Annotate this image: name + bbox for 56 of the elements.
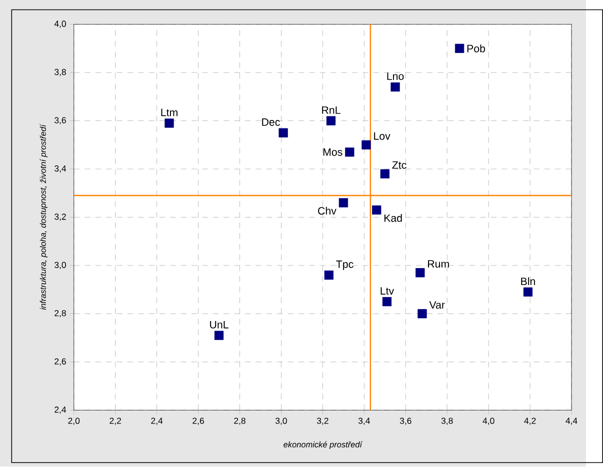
point: [382, 297, 392, 306]
series-label: Ztc: [392, 162, 406, 170]
series-label: Kad: [384, 214, 402, 222]
series-label: Ltv: [380, 287, 394, 295]
x-tick-label: 4,4: [566, 418, 578, 426]
x-tick-label: 3,0: [276, 418, 287, 426]
y-tick-label: 3,0: [54, 262, 66, 270]
point: [362, 140, 371, 150]
point: [338, 198, 348, 208]
y-tick-label: 3,2: [54, 214, 66, 222]
x-tick-label: 2,8: [234, 418, 246, 426]
y-tick-label: 2,8: [54, 310, 66, 318]
series-label: Pob: [467, 44, 486, 53]
x-tick-label: 2,4: [151, 418, 163, 426]
x-tick-label: 3,2: [316, 418, 328, 426]
point: [372, 206, 382, 215]
x-tick-label: 3,4: [358, 418, 370, 426]
x-tick-label: 4,0: [482, 418, 494, 426]
point: [345, 148, 354, 157]
point: [214, 331, 224, 340]
y-tick-label: 3,6: [54, 117, 66, 125]
point: [390, 82, 400, 92]
series-label: UnL: [210, 321, 228, 329]
x-tick-label: 3,6: [400, 418, 412, 426]
series-label: Mos: [323, 148, 342, 156]
point: [454, 44, 464, 54]
series-label: Chv: [318, 207, 336, 215]
x-tick-label: 3,8: [441, 418, 453, 426]
y-tick-label: 4,0: [54, 20, 66, 28]
x-axis-title: ekonomické prostředí: [284, 442, 363, 450]
point: [380, 169, 390, 179]
y-tick-label: 3,4: [54, 166, 66, 173]
series-label: Dec: [262, 118, 280, 126]
point: [416, 268, 425, 278]
point: [278, 128, 288, 138]
x-tick-label: 2,0: [68, 418, 80, 426]
x-tick-label: 2,6: [192, 418, 204, 426]
series-label: Ltm: [161, 109, 178, 116]
series-label: Lno: [387, 72, 404, 80]
series-label: Bln: [521, 278, 535, 286]
x-tick-label: 4,2: [524, 418, 536, 426]
series-label: Rum: [428, 260, 449, 268]
y-tick-label: 3,8: [54, 69, 66, 76]
point: [523, 288, 533, 297]
x-tick-label: 2,2: [110, 418, 121, 426]
y-axis-title: infrastruktura, poloha, dostupnost, životní prostředí: [40, 124, 48, 310]
point: [418, 309, 427, 318]
y-tick-label: 2,6: [54, 358, 66, 366]
point: [324, 270, 334, 280]
series-label: Lov: [374, 132, 390, 140]
point: [326, 116, 336, 126]
y-tick-label: 2,4: [54, 406, 66, 414]
series-label: Var: [429, 301, 445, 309]
series-label: RnL: [322, 106, 340, 114]
series-label: Tpc: [336, 260, 354, 270]
point: [164, 118, 174, 128]
